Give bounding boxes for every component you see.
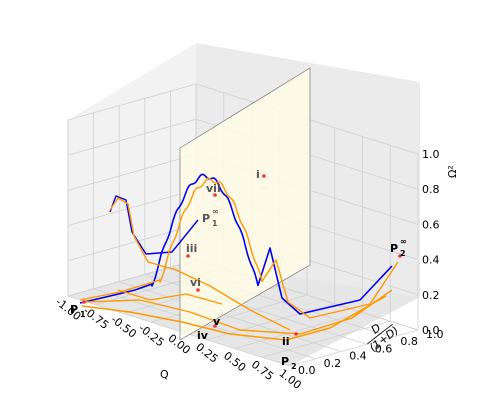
- point-marker: [213, 324, 217, 328]
- z-tick-label: 0.2: [422, 289, 440, 302]
- point-p2-inf: P ∞ 2: [390, 237, 407, 258]
- annotation-vii: vii: [206, 182, 221, 195]
- grid-left-z: [67, 83, 197, 121]
- y-tick-label: 0.8: [400, 335, 418, 348]
- svg-text:P: P: [281, 355, 289, 368]
- grid-floor-y: [119, 281, 342, 352]
- x-axis-label: Q: [160, 368, 169, 381]
- grid-floor-y: [67, 295, 291, 367]
- q-zero-plane: [179, 67, 311, 341]
- grid-left-z: [67, 118, 197, 156]
- grid-left-z: [67, 224, 197, 262]
- point-marker: [186, 254, 190, 258]
- point-p1-inf: P ∞ 1: [202, 207, 219, 228]
- z-tick-label: 0.6: [422, 218, 440, 231]
- y-tick-label: 0.4: [349, 350, 367, 363]
- pane-back-left: [68, 43, 196, 296]
- trajectory-blue-2: [109, 195, 199, 255]
- svg-text:2: 2: [400, 249, 406, 258]
- y-tick-label: 0.0: [298, 364, 316, 377]
- grid-floor-q: [289, 329, 419, 367]
- x-tick-label: 0.00: [165, 332, 192, 357]
- svg-text:P: P: [202, 212, 210, 225]
- annotation-i: i: [256, 168, 260, 181]
- svg-text:P: P: [70, 303, 78, 316]
- svg-text:∞: ∞: [400, 237, 407, 246]
- svg-text:1: 1: [212, 219, 218, 228]
- svg-text:1: 1: [80, 310, 86, 319]
- x-tick-label: 0.25: [193, 340, 220, 365]
- grid-left-z: [67, 259, 197, 297]
- point-marker: [82, 300, 86, 304]
- z-tick-label: 1.0: [422, 148, 440, 161]
- y-tick-label: 1.0: [426, 328, 444, 341]
- point-p2: P 2: [281, 355, 297, 371]
- y-tick-label: 0.6: [375, 342, 393, 355]
- svg-text:P: P: [390, 242, 398, 255]
- point-marker: [213, 193, 217, 197]
- svg-text:2: 2: [291, 362, 297, 371]
- z-tick-label: 0.8: [422, 183, 440, 196]
- point-marker: [398, 254, 402, 258]
- trajectories: [79, 173, 402, 341]
- z-axis-label: Ω²: [446, 165, 459, 178]
- point-p1: P 1: [70, 303, 86, 319]
- annotation-iv: iv: [197, 329, 209, 342]
- trajectory-orange-5: [117, 289, 223, 305]
- annotation-iii: iii: [186, 242, 197, 255]
- annotation-vi: vi: [190, 276, 201, 289]
- svg-text:∞: ∞: [212, 207, 219, 216]
- trajectory-orange-2: [81, 295, 387, 341]
- point-marker: [262, 174, 266, 178]
- grid-floor-q: [234, 312, 363, 349]
- annotation-v: v: [213, 315, 221, 328]
- x-tick-label: 0.50: [221, 349, 248, 374]
- point-marker: [196, 288, 200, 292]
- y-tick-label: 0.2: [324, 357, 342, 370]
- grid-left-z: [67, 154, 197, 191]
- trajectory-orange-3: [83, 289, 393, 335]
- x-tick-label: 0.75: [249, 358, 276, 383]
- trajectory-orange-4: [109, 197, 291, 331]
- annotation-ii: ii: [282, 335, 290, 348]
- grid-floor-q: [262, 320, 391, 358]
- grid-left-z: [67, 189, 197, 226]
- z-tick-label: 0.0: [422, 324, 440, 337]
- trajectory-blue-1: [79, 173, 393, 315]
- z-tick-label: 0.4: [422, 254, 440, 267]
- trajectory-orange-1: [79, 177, 399, 319]
- point-marker: [294, 332, 298, 336]
